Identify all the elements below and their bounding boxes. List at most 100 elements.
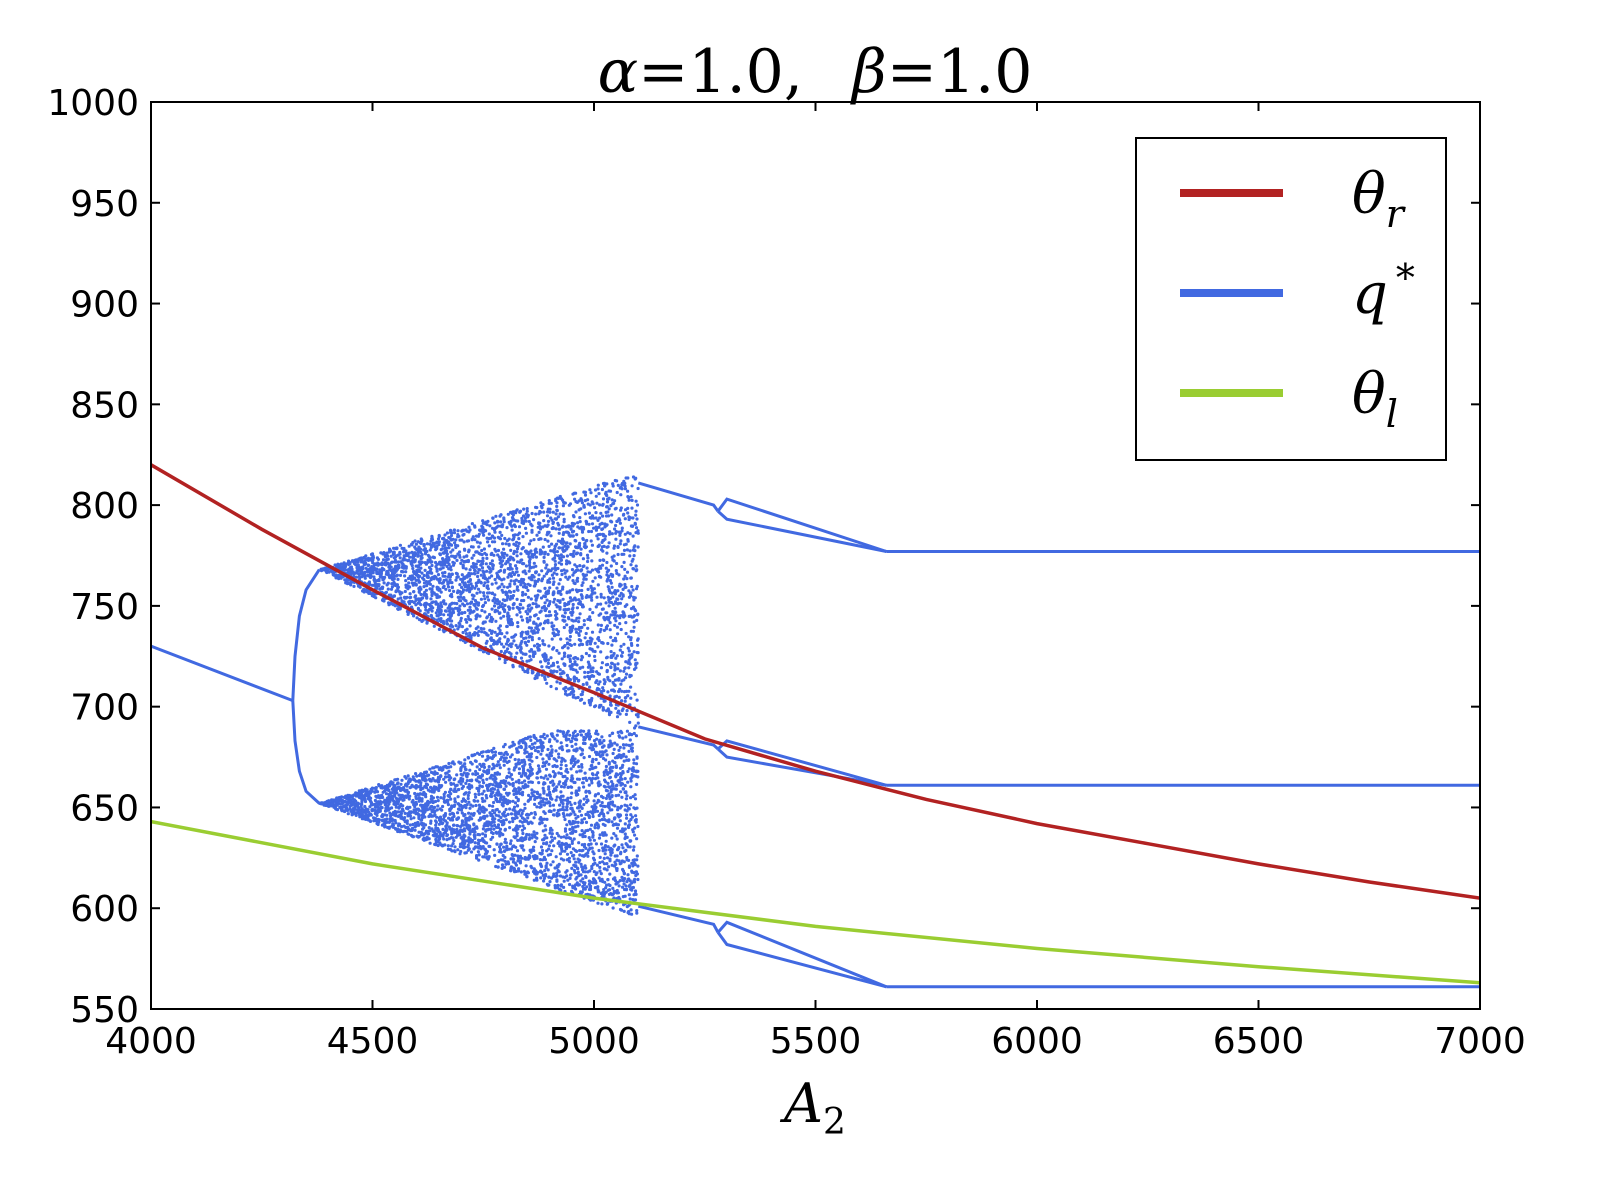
q-point <box>393 604 397 608</box>
q-point <box>635 837 639 841</box>
q-point <box>544 842 549 846</box>
q-point <box>545 681 549 685</box>
q-point <box>598 738 602 742</box>
q-point <box>393 778 397 782</box>
q-point <box>446 560 450 565</box>
q-point <box>434 602 438 606</box>
q-point <box>535 805 539 809</box>
q-point <box>580 588 584 593</box>
q-point <box>586 556 590 560</box>
q-point <box>408 592 412 596</box>
q-point <box>603 617 607 621</box>
q-point <box>599 842 604 846</box>
q-point <box>537 530 541 535</box>
q-point <box>514 519 518 523</box>
q-point <box>408 596 412 600</box>
q-point <box>511 857 516 862</box>
q-point <box>455 558 459 563</box>
q-point <box>526 821 530 825</box>
q-point <box>548 831 552 835</box>
q-point <box>514 643 518 647</box>
q-point <box>622 642 626 646</box>
q-point <box>526 513 530 517</box>
q-point <box>579 693 583 697</box>
q-point <box>521 562 525 566</box>
q-point <box>627 498 631 502</box>
q-point <box>416 835 420 839</box>
q-point <box>501 798 505 802</box>
q-point <box>579 497 583 501</box>
q-point <box>525 585 529 590</box>
q-point <box>634 892 638 897</box>
q-point <box>587 882 592 886</box>
q-point <box>382 551 386 555</box>
q-point <box>549 684 553 689</box>
q-point <box>383 809 388 813</box>
q-point <box>523 802 527 806</box>
q-point <box>597 525 601 529</box>
q-point <box>627 733 631 737</box>
q-point <box>536 648 540 652</box>
q-point <box>517 781 521 785</box>
q-point <box>561 597 565 601</box>
q-point <box>548 804 552 808</box>
q-point <box>466 756 471 760</box>
q-point <box>569 873 573 877</box>
q-point <box>630 585 634 589</box>
q-point <box>615 561 619 566</box>
q-point <box>626 694 630 698</box>
q-point <box>631 475 636 479</box>
q-point <box>534 555 539 559</box>
q-point <box>525 643 529 647</box>
q-point <box>623 517 627 521</box>
q-point <box>378 575 382 579</box>
q-point <box>540 848 545 853</box>
q-point <box>618 486 622 490</box>
q-point <box>440 547 444 551</box>
q-point <box>619 539 623 543</box>
q-point <box>491 835 495 839</box>
q-point <box>552 600 556 604</box>
q-point <box>496 524 500 528</box>
q-point <box>396 597 400 601</box>
q-point <box>416 553 420 557</box>
q-point <box>454 554 458 559</box>
q-point <box>614 787 618 791</box>
q-point <box>451 760 455 764</box>
q-point <box>542 803 547 807</box>
q-point <box>327 804 331 808</box>
q-point <box>581 835 585 839</box>
q-point <box>602 596 606 600</box>
q-point <box>505 802 510 806</box>
q-point <box>561 646 565 650</box>
q-point <box>528 765 533 770</box>
q-point <box>609 564 613 568</box>
q-point <box>611 784 615 788</box>
q-point <box>511 740 515 744</box>
q-point <box>510 753 514 757</box>
q-point <box>596 533 600 537</box>
q-point <box>558 729 563 733</box>
q-point <box>455 773 459 777</box>
q-point <box>635 517 639 521</box>
q-point <box>536 764 541 768</box>
q-point <box>465 803 469 807</box>
q-point <box>477 845 481 849</box>
q-point <box>634 770 639 774</box>
q-point <box>628 554 632 558</box>
q-point <box>452 528 456 532</box>
q-point <box>588 488 592 492</box>
q-point <box>632 845 636 849</box>
q-point <box>544 767 549 771</box>
q-point <box>443 843 447 847</box>
q-point <box>482 583 486 588</box>
q-point <box>495 842 499 846</box>
q-point <box>492 848 496 852</box>
q-point <box>540 506 544 510</box>
q-point <box>564 575 568 579</box>
q-point <box>618 712 622 716</box>
q-point <box>614 523 618 528</box>
q-point <box>429 819 433 823</box>
q-point <box>479 626 483 631</box>
q-point <box>562 625 566 630</box>
